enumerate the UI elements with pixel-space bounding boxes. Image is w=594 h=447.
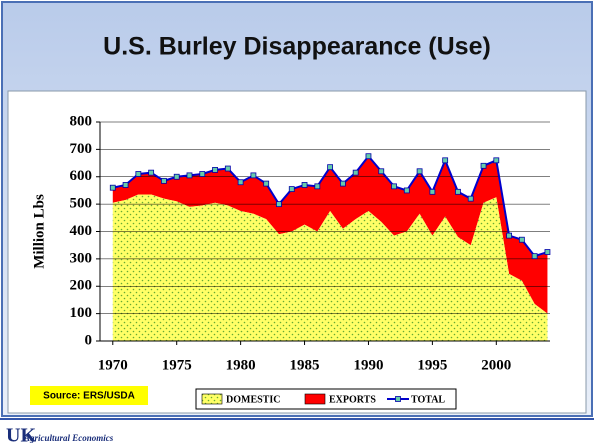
- total-marker: [148, 169, 155, 176]
- total-marker: [365, 153, 372, 160]
- total-marker: [429, 188, 436, 195]
- total-marker: [467, 195, 474, 202]
- legend-swatch: [201, 393, 223, 405]
- source-box: [30, 386, 148, 405]
- total-marker: [135, 171, 142, 177]
- total-marker: [339, 180, 346, 187]
- total-marker: [276, 201, 282, 208]
- total-marker: [544, 249, 551, 255]
- total-marker: [327, 164, 334, 171]
- total-marker: [518, 236, 525, 243]
- total-marker: [531, 253, 538, 260]
- total-marker: [480, 162, 487, 169]
- total-marker: [493, 157, 500, 164]
- total-marker: [224, 165, 231, 172]
- total-marker: [212, 167, 218, 173]
- exports-area: [112, 156, 548, 314]
- source: Source: ERS/USDA: [43, 391, 135, 402]
- legend-box: [195, 388, 457, 410]
- x-tick-label: 1995: [417, 357, 447, 373]
- y-tick-label: 100: [70, 305, 93, 321]
- footer-text: Agricultural Economics: [23, 433, 114, 443]
- total-marker: [109, 184, 116, 191]
- total-marker: [122, 182, 129, 188]
- total-marker: [391, 183, 397, 190]
- y-tick-label: 600: [70, 168, 93, 184]
- total-marker: [186, 172, 193, 179]
- y-tick-label: 0: [85, 332, 93, 348]
- legend-swatch: [395, 396, 401, 402]
- legend-label: DOMESTIC: [226, 394, 280, 405]
- total-marker: [288, 186, 295, 192]
- y-tick-label: 200: [70, 278, 93, 294]
- total-marker: [263, 180, 270, 187]
- total-marker: [378, 168, 385, 175]
- total-marker: [301, 182, 308, 188]
- x-tick-label: 1970: [98, 357, 128, 373]
- legend-swatch: [304, 393, 326, 405]
- x-tick-label: 1980: [226, 357, 256, 373]
- y-tick-label: 300: [70, 250, 93, 266]
- y-tick-label: 500: [70, 196, 93, 212]
- footer-logo: UK: [6, 425, 36, 447]
- total-marker: [506, 232, 512, 239]
- total-marker: [455, 188, 461, 195]
- total-marker: [161, 177, 167, 184]
- total-marker: [199, 171, 206, 177]
- total-marker: [314, 183, 321, 190]
- y-tick-label: 800: [70, 113, 93, 129]
- x-tick-label: 1990: [353, 357, 383, 373]
- total-marker: [352, 169, 359, 176]
- total-marker: [250, 172, 257, 179]
- chart-title: U.S. Burley Disappearance (Use): [103, 33, 491, 61]
- legend-label: EXPORTS: [329, 394, 376, 405]
- y-tick-label: 400: [70, 223, 93, 239]
- y-axis-label: Million Lbs: [31, 194, 47, 269]
- x-tick-label: 1975: [162, 357, 192, 373]
- domestic-area: [112, 194, 548, 341]
- total-marker: [237, 179, 244, 186]
- x-tick-label: 2000: [481, 357, 511, 373]
- x-tick-label: 1985: [290, 357, 320, 373]
- legend-label: TOTAL: [411, 394, 445, 405]
- total-marker: [403, 187, 410, 194]
- total-marker: [442, 157, 449, 164]
- total-marker: [416, 168, 423, 175]
- total-marker: [173, 173, 180, 180]
- y-tick-label: 700: [70, 141, 93, 157]
